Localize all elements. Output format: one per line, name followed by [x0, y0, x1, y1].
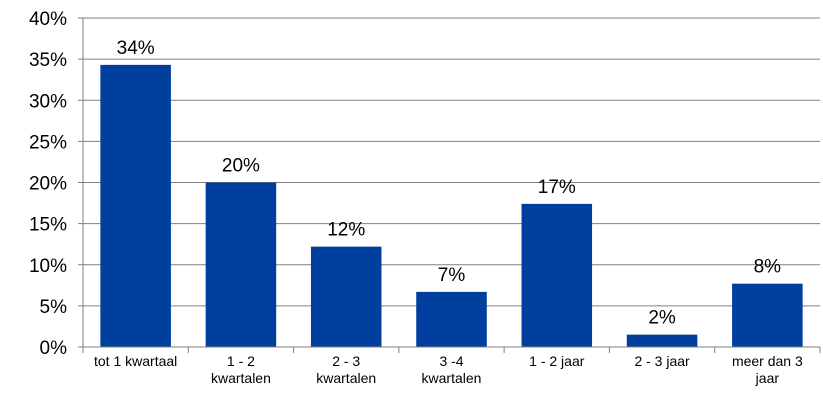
x-tick-label: tot 1 kwartaal	[94, 353, 177, 369]
bars	[100, 64, 803, 347]
x-tick-label: meer dan 3 jaar	[732, 353, 803, 386]
y-tick-label: 40%	[29, 9, 67, 30]
data-label: 7%	[438, 265, 466, 286]
data-label: 8%	[754, 257, 782, 278]
data-label: 20%	[222, 156, 260, 177]
y-tick-label: 30%	[29, 91, 67, 112]
bar	[416, 291, 487, 347]
x-axis-ticks: tot 1 kwartaal 1 - 2 kwartalen 2 - 3 kwartal…	[94, 353, 803, 386]
y-tick-label: 25%	[29, 132, 67, 153]
bar	[205, 182, 277, 347]
bar	[626, 334, 698, 347]
data-label: 12%	[327, 220, 365, 241]
data-label: 17%	[538, 177, 576, 198]
x-tick-label: 1 - 2 kwartalen	[211, 353, 271, 386]
gridlines	[83, 17, 820, 307]
y-tick-label: 10%	[29, 256, 67, 277]
y-tick-label: 5%	[40, 297, 68, 318]
y-tick-label: 20%	[29, 174, 67, 195]
data-labels: 34% 20% 12% 7% 17% 2% 8%	[117, 38, 782, 329]
data-label: 34%	[117, 38, 155, 59]
data-label: 2%	[648, 308, 676, 329]
x-tick-label: 3 -4 kwartalen	[422, 353, 482, 386]
x-tick-label: 1 - 2 jaar	[529, 353, 585, 369]
bar	[100, 64, 171, 347]
y-tick-label: 15%	[29, 215, 67, 236]
bar	[310, 246, 382, 347]
bar	[732, 283, 803, 347]
bar	[521, 203, 593, 347]
x-tick-label: 2 - 3 jaar	[634, 353, 690, 369]
y-axis-ticks: 0% 5% 10% 15% 20% 25% 30% 35% 40%	[29, 9, 83, 359]
x-tick-label: 2 - 3 kwartalen	[316, 353, 376, 386]
y-tick-label: 35%	[29, 50, 67, 71]
y-tick-label: 0%	[40, 338, 68, 359]
axes	[82, 18, 821, 353]
